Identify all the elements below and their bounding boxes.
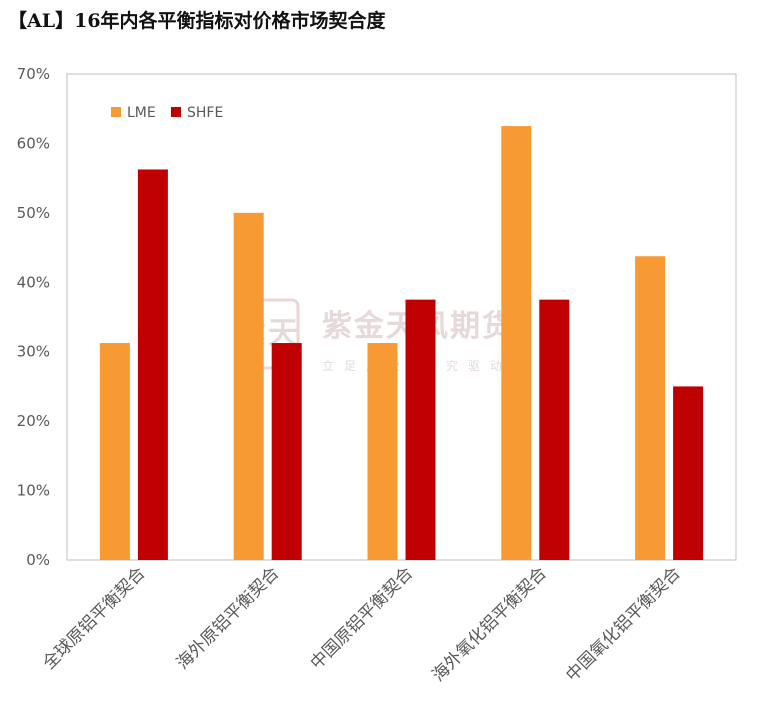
y-tick-label: 20% (17, 412, 50, 430)
y-tick-label: 60% (17, 134, 50, 152)
bar-lme-0 (99, 343, 130, 560)
x-category-label: 海外原铝平衡契合 (173, 563, 283, 673)
x-category-label: 海外氧化铝平衡契合 (429, 563, 551, 685)
x-category-label: 全球原铝平衡契合 (39, 563, 149, 673)
y-axis: 0% 10% 20% 30% 40% 50% 60% 70% (17, 65, 50, 569)
legend-swatch-shfe (171, 107, 181, 117)
plot-area-frame (66, 73, 737, 561)
y-tick-label: 0% (26, 551, 50, 569)
x-axis: 全球原铝平衡契合 海外原铝平衡契合 中国原铝平衡契合 海外氧化铝平衡契合 中国氧化铝平衡… (39, 563, 685, 685)
bar-shfe-4 (673, 386, 704, 560)
legend-label-lme: LME (127, 105, 156, 121)
bar-lme-2 (367, 343, 398, 560)
bars (99, 126, 704, 561)
x-category-label: 中国氧化铝平衡契合 (562, 563, 684, 685)
bar-lme-1 (233, 212, 264, 560)
chart-title: 【AL】16年内各平衡指标对价格市场契合度 (8, 10, 386, 32)
watermark: 紫天 紫金天风期货 立足产业 研究驱动 (236, 298, 512, 373)
bar-shfe-1 (271, 343, 302, 560)
x-category-label: 中国原铝平衡契合 (307, 563, 417, 673)
legend-label-shfe: SHFE (187, 105, 223, 121)
y-tick-label: 40% (17, 273, 50, 291)
bar-shfe-3 (539, 299, 570, 560)
bar-lme-4 (635, 256, 666, 560)
bar-shfe-2 (405, 299, 436, 560)
y-tick-label: 10% (17, 482, 50, 500)
legend: LME SHFE (111, 105, 223, 121)
legend-swatch-lme (111, 107, 121, 117)
y-tick-label: 70% (17, 65, 50, 83)
bar-lme-3 (501, 126, 532, 561)
bar-shfe-0 (137, 169, 168, 560)
y-tick-label: 30% (17, 343, 50, 361)
y-tick-label: 50% (17, 204, 50, 222)
